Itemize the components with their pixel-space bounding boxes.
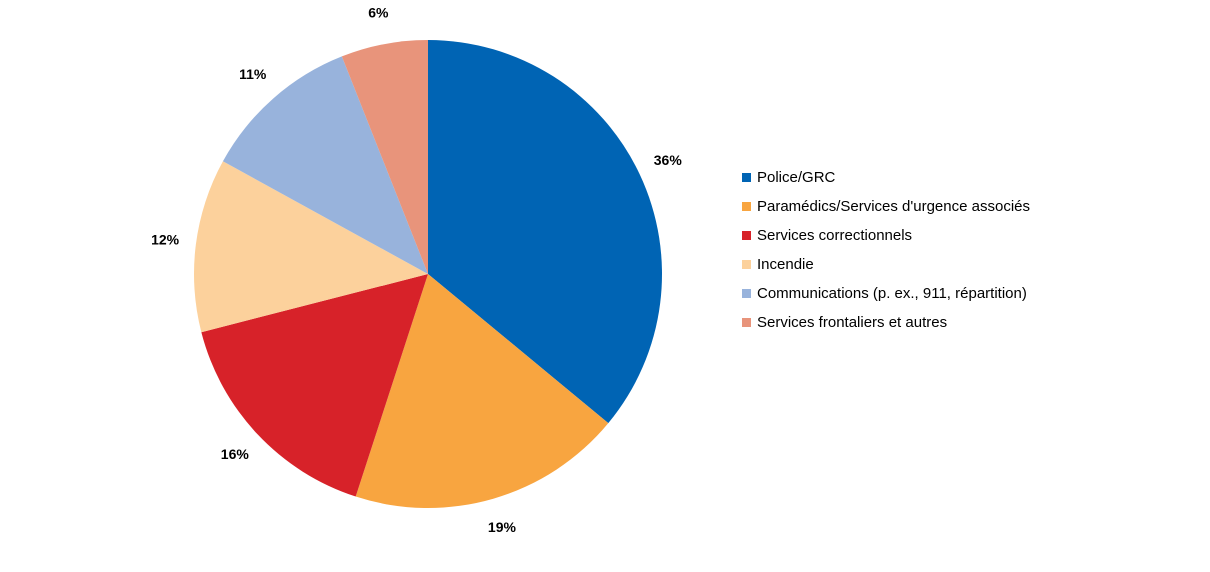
pie-slice-4 [194,161,428,333]
pie-slice-5 [222,56,428,275]
slice-value-label: 12% [151,231,180,247]
slice-value-label: 36% [654,152,683,168]
slice-value-label: 11% [239,66,267,82]
legend-label: Paramédics/Services d'urgence associés [757,198,1030,215]
legend-swatch [742,231,751,240]
pie-slice-6 [341,40,428,274]
legend-label: Services correctionnels [757,227,913,244]
pie-slice-3 [201,274,428,497]
legend-swatch [742,260,751,269]
legend-label: Police/GRC [757,169,836,186]
legend-item: Services frontaliers et autres [742,308,1030,337]
legend: Police/GRC Paramédics/Services d'urgence … [742,163,1030,337]
legend-label: Incendie [757,256,814,273]
legend-item: Communications (p. ex., 911, répartition… [742,279,1030,308]
legend-swatch [742,289,751,298]
legend-item: Paramédics/Services d'urgence associés [742,192,1030,221]
legend-swatch [742,173,751,182]
pie-slice-1 [428,40,662,424]
legend-swatch [742,318,751,327]
pie-slice-2 [355,274,609,508]
slice-value-label: 16% [221,446,250,462]
legend-label: Services frontaliers et autres [757,314,948,331]
slice-value-label: 19% [488,519,517,535]
slice-value-label: 6% [368,4,389,20]
legend-label: Communications (p. ex., 911, répartition… [757,285,1027,302]
legend-item: Incendie [742,250,1030,279]
legend-item: Services correctionnels [742,221,1030,250]
legend-item: Police/GRC [742,163,1030,192]
legend-swatch [742,202,751,211]
